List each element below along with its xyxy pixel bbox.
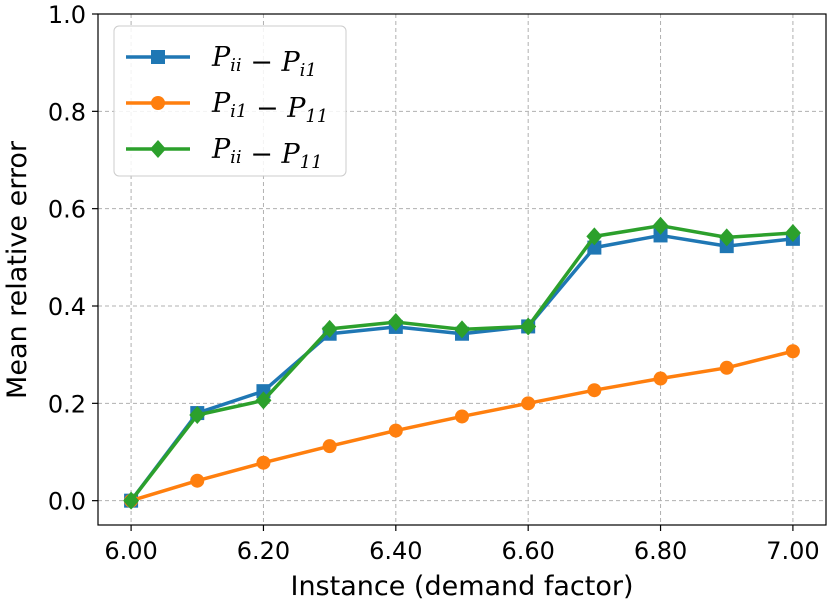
- data-point: [189, 406, 206, 425]
- legend-entry: Pi1 − P11: [126, 88, 328, 127]
- data-point: [785, 344, 800, 359]
- legend-label: Pii − Pi1: [211, 42, 317, 81]
- legend-marker: [151, 96, 165, 110]
- y-tick-label: 1.0: [48, 1, 86, 29]
- x-tick-label: 7.00: [766, 537, 819, 565]
- y-tick-label: 0.4: [48, 293, 86, 321]
- series-3: [123, 216, 801, 510]
- data-point: [190, 473, 205, 488]
- data-point: [587, 383, 602, 398]
- data-point: [718, 228, 735, 247]
- data-point: [322, 439, 337, 454]
- series-1: [124, 228, 800, 508]
- legend-entry: Pii − P11: [126, 134, 323, 173]
- series-2: [124, 344, 800, 508]
- data-point: [521, 396, 536, 411]
- y-tick-label: 0.2: [48, 390, 86, 418]
- plot-frame: [97, 13, 827, 526]
- data-point: [719, 360, 734, 375]
- series-line: [130, 349, 794, 503]
- data-point: [784, 224, 801, 242]
- x-tick-label: 6.40: [369, 537, 422, 565]
- y-tick-label: 0.8: [48, 98, 86, 126]
- y-tick-label: 0.6: [48, 196, 86, 224]
- data-point: [455, 409, 469, 424]
- x-axis: 6.00 6.20 6.40 6.60 6.80 7.00: [104, 525, 820, 565]
- legend-box: [113, 25, 347, 177]
- data-point: [321, 319, 338, 338]
- data-point: [653, 228, 668, 243]
- series-layer: [123, 216, 801, 510]
- data-point: [520, 317, 537, 336]
- series-line: [129, 223, 794, 502]
- data-point: [255, 391, 272, 410]
- y-axis: 0.0 0.2 0.4 0.6 0.8 1.0: [48, 1, 98, 516]
- y-axis-label: Mean relative error: [2, 140, 33, 399]
- x-tick-label: 6.00: [104, 537, 157, 565]
- data-point: [256, 455, 271, 470]
- data-point: [586, 227, 603, 246]
- series-line: [129, 233, 794, 502]
- x-tick-label: 6.60: [501, 537, 554, 565]
- data-point: [388, 423, 403, 438]
- x-axis-label: Instance (demand factor): [290, 571, 633, 602]
- data-point: [387, 313, 404, 332]
- legend-label: Pii − P11: [211, 134, 323, 173]
- x-tick-label: 6.20: [237, 537, 290, 565]
- grid: [98, 13, 826, 525]
- data-point: [652, 216, 669, 235]
- legend-entry: Pii − Pi1: [126, 42, 317, 81]
- legend: Pii − Pi1 Pi1 − P11 Pii − P11: [113, 25, 347, 177]
- data-point: [454, 320, 470, 339]
- data-point: [653, 371, 668, 386]
- y-tick-label: 0.0: [48, 488, 86, 516]
- legend-marker: [151, 50, 165, 64]
- legend-marker: [150, 140, 166, 158]
- data-point: [123, 491, 140, 510]
- legend-label: Pi1 − P11: [211, 88, 328, 127]
- x-tick-label: 6.80: [634, 537, 687, 565]
